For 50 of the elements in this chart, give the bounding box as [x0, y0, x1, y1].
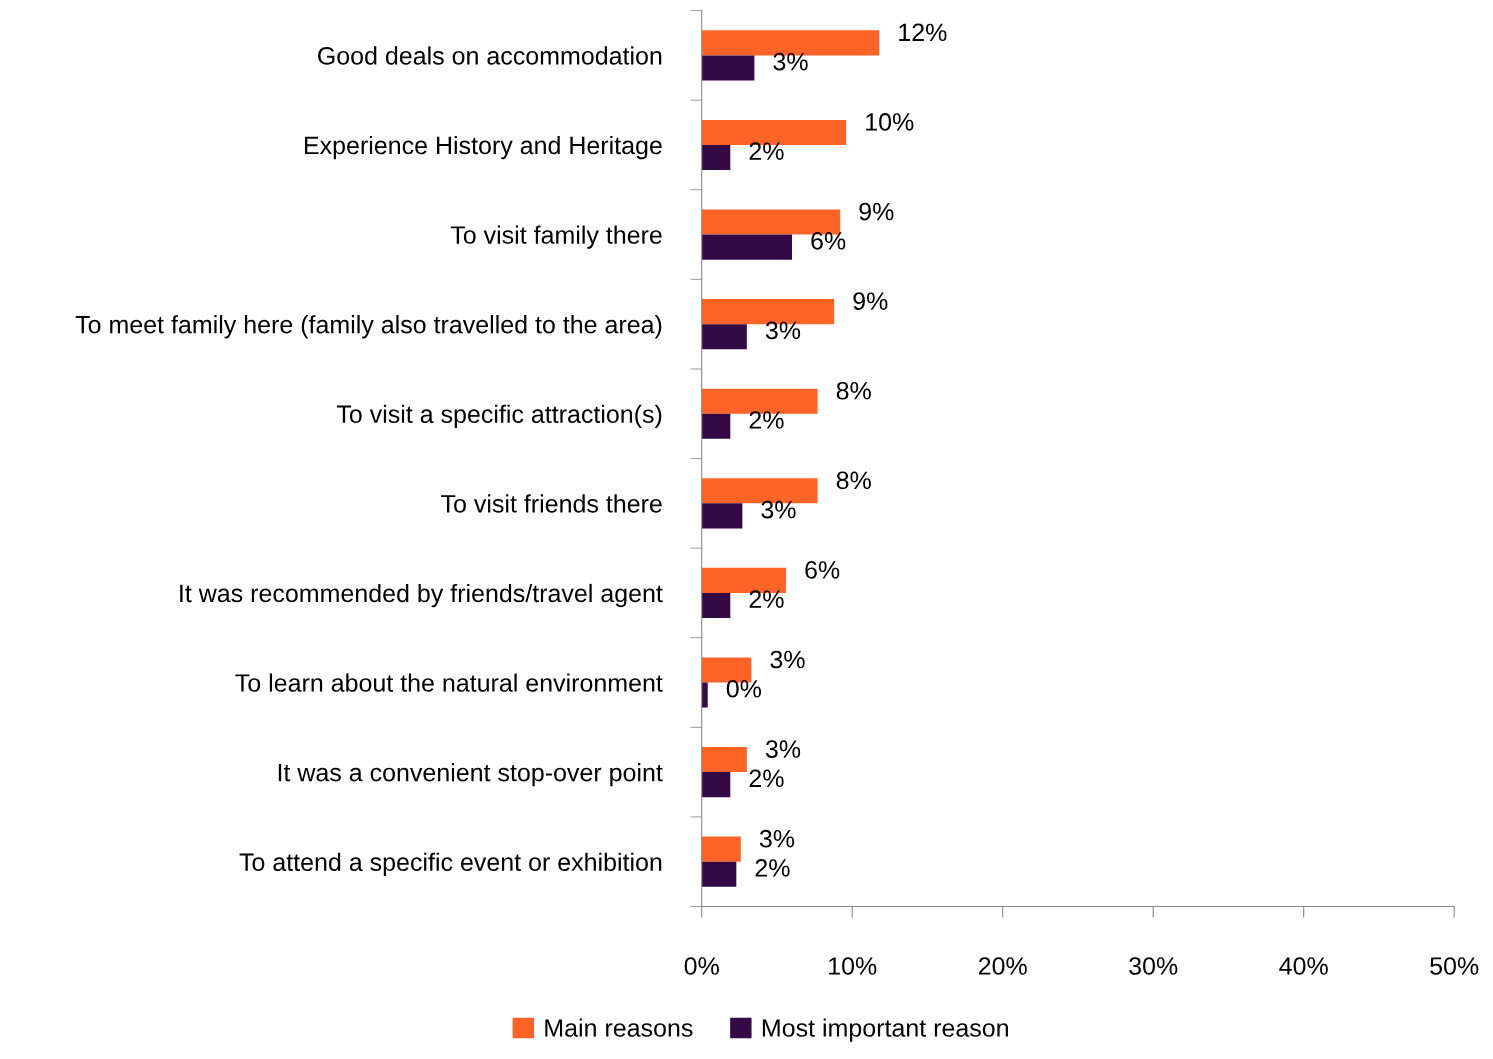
- legend-label: Most important reason: [762, 1018, 1008, 1042]
- legend-label: Main reasons: [545, 1018, 693, 1037]
- x-tick-label: 30%: [1129, 957, 1178, 975]
- bar: [701, 234, 793, 260]
- y-tick-label: To learn about the natural environment: [235, 673, 663, 692]
- data-label: 0%: [726, 679, 762, 698]
- x-tick-label: 10%: [829, 957, 877, 975]
- x-tick-label: 40%: [1279, 957, 1328, 975]
- bar: [701, 55, 755, 81]
- data-label: 6%: [805, 561, 840, 579]
- bar: [701, 503, 743, 529]
- bar: [701, 144, 731, 171]
- data-label: 8%: [836, 381, 871, 400]
- bar: [701, 747, 747, 773]
- y-tick-label: To visit family there: [450, 225, 662, 249]
- data-label: 3%: [770, 650, 805, 669]
- data-label: 2%: [749, 590, 784, 608]
- y-tick-label: Experience History and Heritage: [304, 135, 662, 160]
- data-label: 9%: [853, 292, 888, 310]
- data-label: 3%: [765, 321, 801, 340]
- data-label: 2%: [749, 142, 784, 160]
- y-tick-label: Good deals on accommodation: [318, 46, 662, 65]
- bar: [701, 861, 737, 887]
- bar: [701, 836, 741, 862]
- data-label: 3%: [761, 500, 796, 519]
- bar: [701, 682, 708, 708]
- data-label: 3%: [773, 52, 808, 71]
- x-tick-label: 20%: [978, 957, 1027, 975]
- bar: [701, 324, 747, 350]
- x-tick-label: 0%: [684, 957, 719, 975]
- bar: [701, 772, 731, 798]
- data-label: 12%: [899, 23, 947, 42]
- bar: [701, 413, 731, 439]
- data-label: 3%: [765, 740, 801, 758]
- data-label: 8%: [836, 471, 871, 490]
- y-tick-label: It was a convenient stop-over point: [278, 763, 663, 787]
- data-label: 3%: [759, 829, 795, 848]
- data-label: 2%: [749, 769, 784, 788]
- y-tick-label: To meet family here (family also travelled to the area): [75, 315, 662, 339]
- data-label: 2%: [755, 859, 790, 877]
- x-tick-label: 50%: [1430, 957, 1479, 975]
- data-label: 10%: [866, 113, 914, 131]
- y-tick-label: It was recommended by friends/travel agent: [180, 583, 663, 608]
- data-label: 2%: [749, 411, 784, 429]
- y-tick-label: To visit a specific attraction(s): [336, 404, 662, 428]
- data-label: 9%: [859, 202, 894, 221]
- y-tick-label: To visit friends there: [441, 494, 662, 513]
- bar: [701, 592, 731, 619]
- y-tick-label: To attend a specific event or exhibition: [239, 852, 662, 876]
- data-label: 6%: [811, 231, 846, 250]
